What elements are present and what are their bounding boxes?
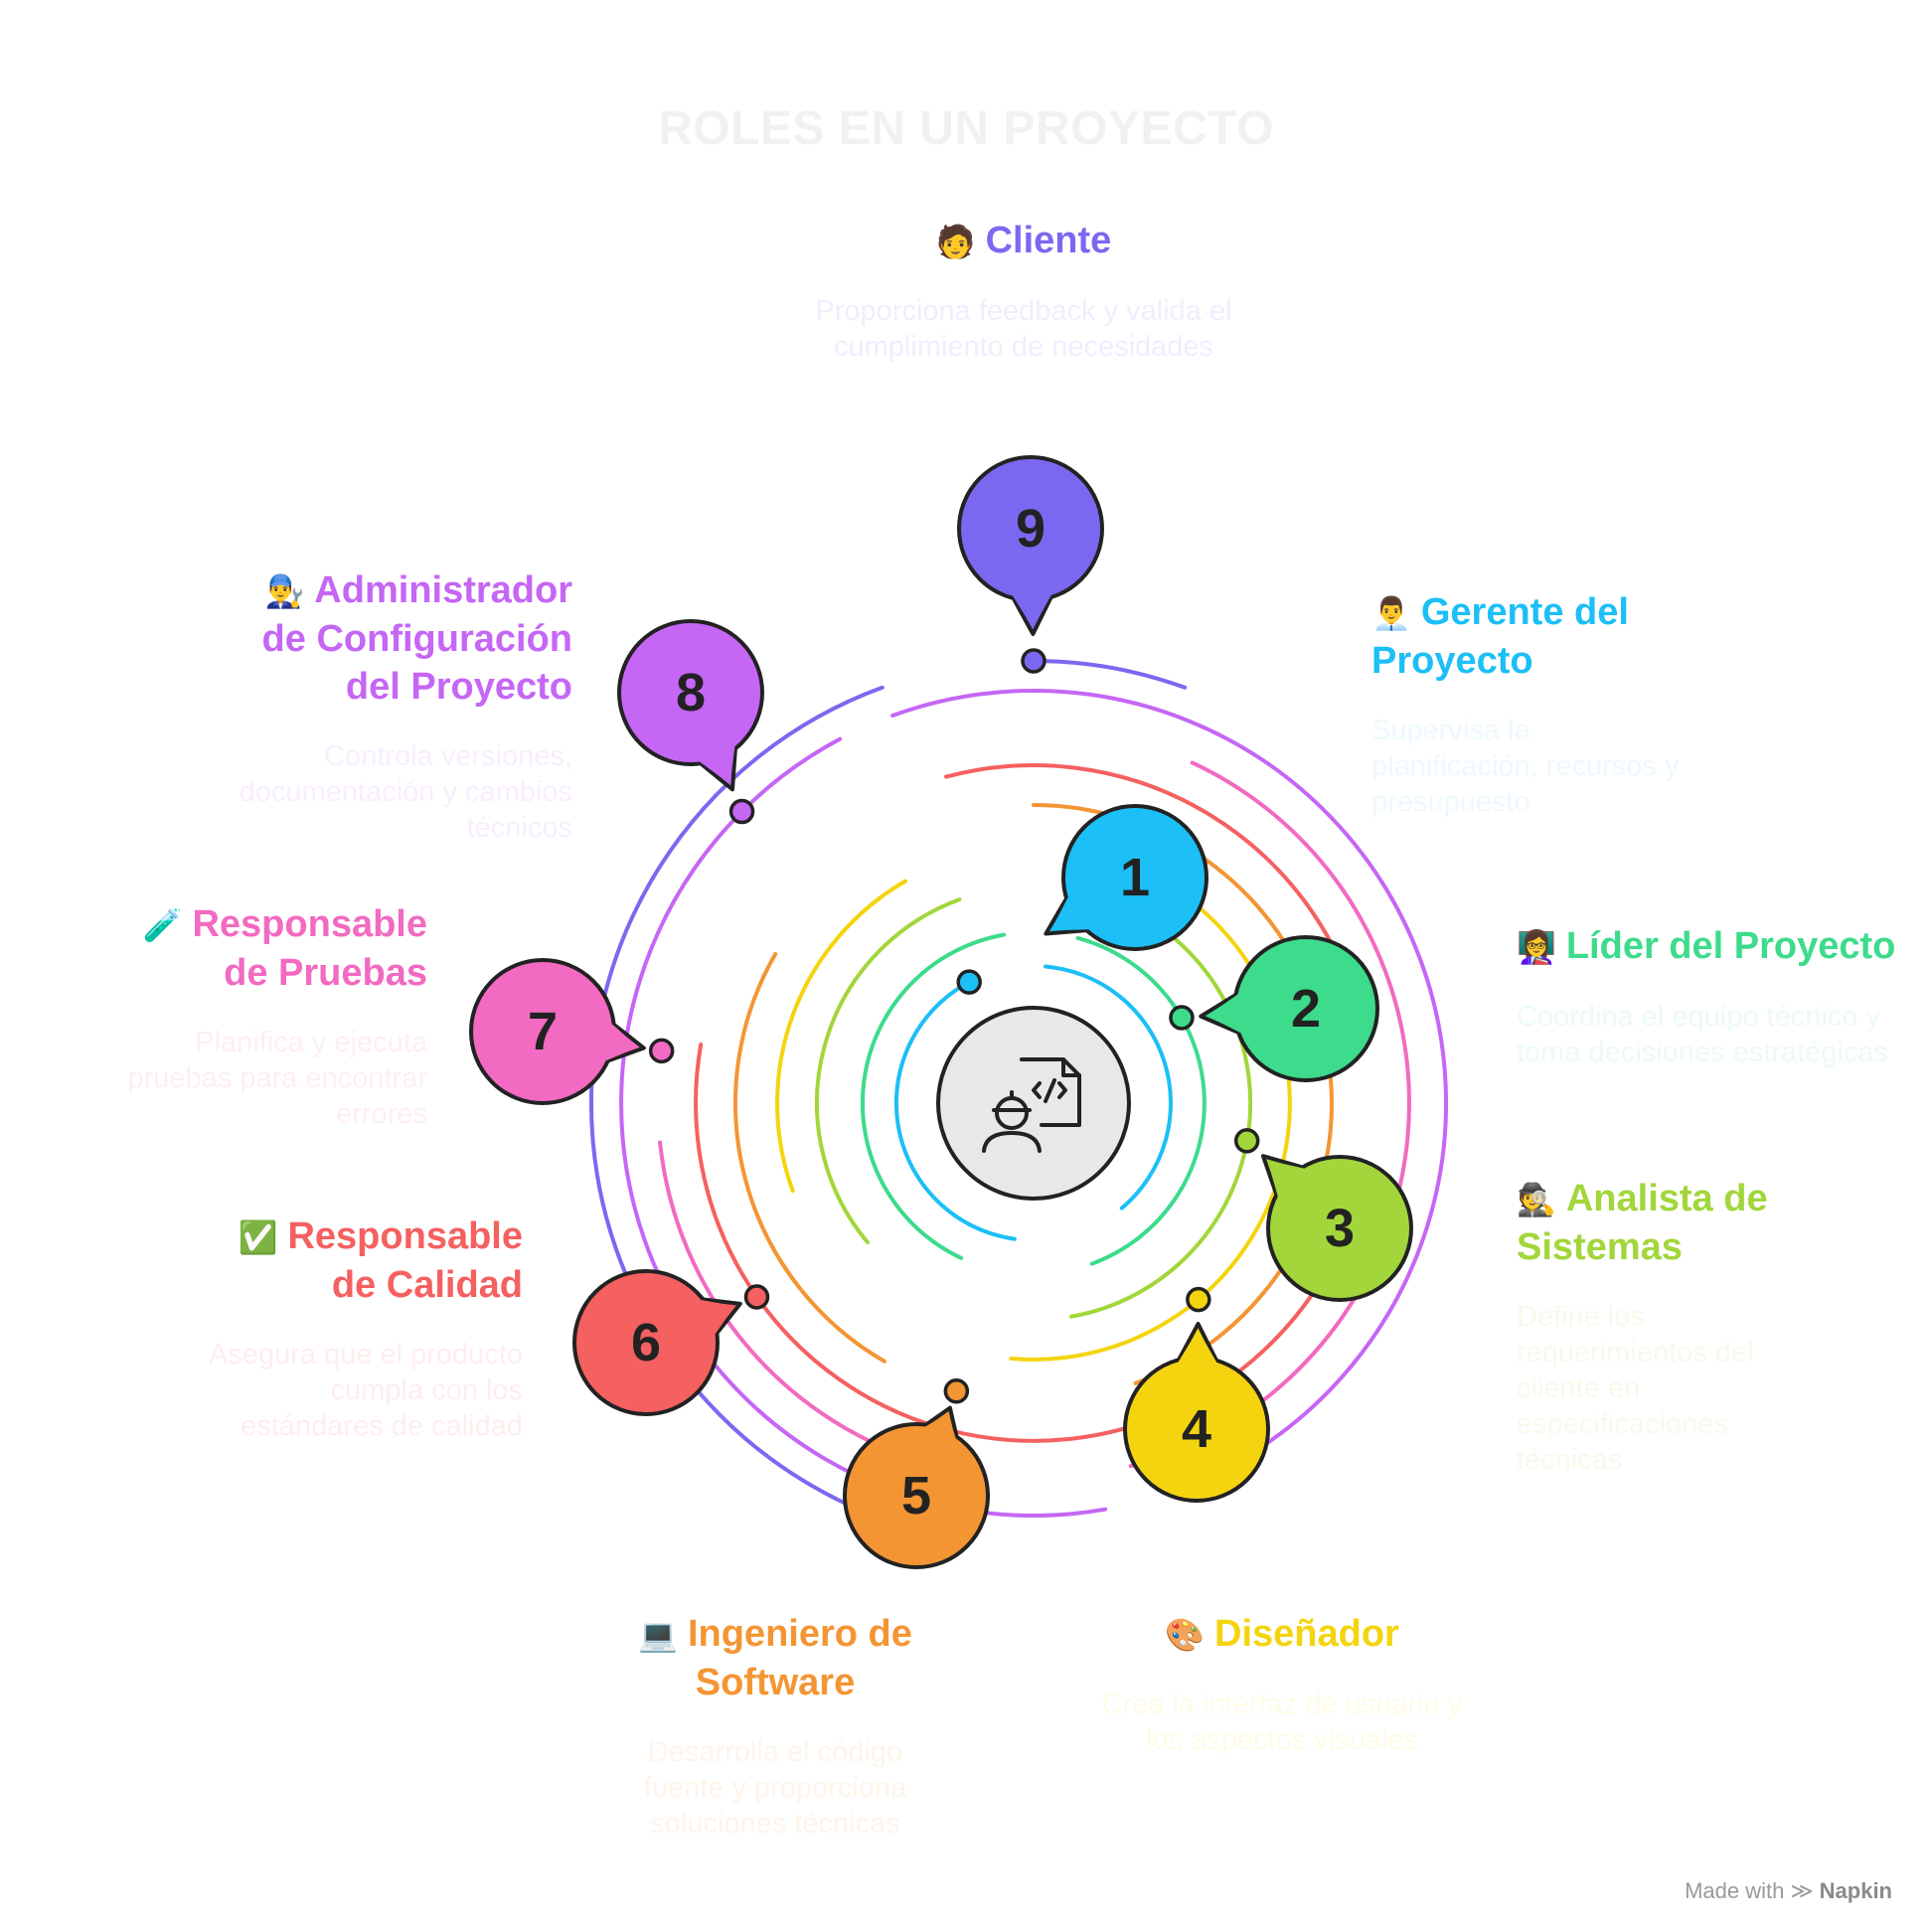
role-9-marker: 9 <box>957 455 1104 674</box>
ring-dot <box>1169 1005 1195 1031</box>
ring-dot <box>1233 1128 1260 1154</box>
detective-icon: 🕵️ <box>1517 1181 1556 1218</box>
role-number: 1 <box>1120 848 1150 907</box>
ring-arc-2-2 <box>860 932 1007 1260</box>
napkin-brand: Napkin <box>1819 1878 1892 1903</box>
ring-arc-4-2 <box>775 879 907 1194</box>
role-4-text: 🎨 Diseñador Crea la interfaz de usuario y… <box>1093 1610 1471 1758</box>
ring-arc-1-1 <box>1044 964 1173 1210</box>
ring-dot <box>956 969 982 995</box>
ring-arc-1-2 <box>893 976 1017 1241</box>
balloon-seam <box>689 733 737 784</box>
role-3-marker: 3 <box>1233 1128 1413 1302</box>
role-8-marker: 8 <box>617 619 764 825</box>
role-number: 5 <box>901 1466 931 1526</box>
role-7-title: 🧪 Responsable de Pruebas <box>142 903 427 994</box>
role-4-title: 🎨 Diseñador <box>1165 1613 1399 1655</box>
developer-icon <box>982 1057 1081 1153</box>
test-tube-icon: 🧪 <box>142 906 183 944</box>
role-5-marker: 5 <box>843 1378 990 1569</box>
role-3-description: Define los requerimientos del cliente en… <box>1517 1301 1754 1476</box>
role-8-text: 👨‍🔧 Administrador de Configuración del Pr… <box>239 566 572 846</box>
role-6-title: ✅ Responsable de Calidad <box>238 1215 523 1306</box>
role-7-marker: 7 <box>469 958 675 1105</box>
made-with-label: Made with <box>1685 1878 1785 1903</box>
ring-dot <box>1186 1286 1211 1313</box>
ring-arc-8-1 <box>890 689 1449 1463</box>
ring-dot <box>1021 648 1046 674</box>
role-1-description: Supervisa la planificación, recursos y p… <box>1371 715 1680 818</box>
balloon-seam <box>1050 885 1102 931</box>
role-9-title: 🧑 Cliente <box>935 220 1112 261</box>
mechanic-icon: 👨‍🔧 <box>264 572 305 610</box>
ring-arc-2-1 <box>1075 935 1207 1266</box>
napkin-logo-icon: ≫ <box>1790 1878 1814 1903</box>
person-icon: 🧑 <box>935 223 976 260</box>
role-5-text: 💻 Ingeniero de Software Desarrolla el cód… <box>626 1610 924 1842</box>
ring-dot <box>648 1038 675 1064</box>
ring-arc-9-1 <box>1032 658 1188 690</box>
number-balloon <box>1266 1155 1413 1302</box>
role-9-text: 🧑 Cliente Proporciona feedback y valida e… <box>815 217 1232 365</box>
role-7-description: Planifica y ejecuta pruebas para encontr… <box>127 1027 427 1130</box>
ring-arc-5-2 <box>733 952 886 1364</box>
number-balloon <box>1061 804 1208 951</box>
role-6-text: ✅ Responsable de Calidad Asegura que el p… <box>189 1212 523 1444</box>
manager-icon: 👨‍💼 <box>1371 594 1411 632</box>
role-1-marker: 1 <box>956 804 1208 995</box>
balloon-seam <box>1006 583 1058 628</box>
role-2-marker: 2 <box>1169 935 1379 1082</box>
role-1-text: 👨‍💼 Gerente del Proyecto Supervisa la pla… <box>1371 588 1690 820</box>
role-8-title: 👨‍🔧 Administrador de Configuración del Pr… <box>261 569 572 708</box>
role-1-title: 👨‍💼 Gerente del Proyecto <box>1371 591 1629 682</box>
number-balloon <box>843 1422 990 1569</box>
role-9-description: Proporciona feedback y valida el cumplim… <box>815 295 1232 363</box>
center-hub <box>936 1006 1131 1201</box>
page-title: ROLES EN UN PROYECTO <box>658 102 1274 155</box>
balloon-seam <box>687 1297 735 1346</box>
role-3-text: 🕵️ Analista de Sistemas Define los requer… <box>1517 1175 1815 1478</box>
role-7-text: 🧪 Responsable de Pruebas Planifica y ejec… <box>109 900 427 1132</box>
teacher-icon: 👩‍🏫 <box>1517 928 1556 966</box>
balloon-seam <box>1267 1160 1318 1209</box>
role-number: 9 <box>1016 499 1046 559</box>
role-4-marker: 4 <box>1123 1286 1270 1503</box>
role-number: 2 <box>1291 979 1321 1039</box>
role-8-description: Controla versiones, documentación y camb… <box>239 740 572 844</box>
role-number: 8 <box>676 663 706 723</box>
number-balloon <box>617 619 764 766</box>
ring-dot <box>743 1284 770 1310</box>
role-number: 7 <box>528 1002 558 1061</box>
balloon-seam <box>1171 1330 1223 1374</box>
role-6-marker: 6 <box>572 1269 770 1416</box>
ring-dot <box>943 1378 970 1404</box>
balloon-seam <box>911 1413 961 1454</box>
palette-icon: 🎨 <box>1165 1616 1205 1654</box>
role-markers: 1 2 3 4 5 6 7 8 9 <box>469 455 1413 1569</box>
role-4-description: Crea la interfaz de usuario y los aspect… <box>1101 1689 1463 1756</box>
ring-dot <box>728 798 755 825</box>
role-5-title: 💻 Ingeniero de Software <box>638 1613 912 1703</box>
check-mark-icon: ✅ <box>238 1218 278 1256</box>
balloon-seam <box>593 1015 638 1066</box>
balloon-seam <box>1207 987 1253 1039</box>
role-5-description: Desarrolla el código fuente y proporcion… <box>643 1736 907 1840</box>
role-2-description: Coordina el equipo técnico y toma decisi… <box>1517 1001 1888 1068</box>
laptop-icon: 💻 <box>638 1616 678 1654</box>
role-2-title: 👩‍🏫 Líder del Proyecto <box>1517 925 1896 967</box>
made-with-napkin: Made with ≫ Napkin <box>1685 1878 1892 1904</box>
role-number: 3 <box>1325 1199 1355 1258</box>
role-number: 4 <box>1182 1399 1211 1459</box>
role-2-text: 👩‍🏫 Líder del Proyecto Coordina el equipo… <box>1517 922 1914 1070</box>
ring-arc-3-1 <box>1068 897 1253 1319</box>
role-3-title: 🕵️ Analista de Sistemas <box>1517 1178 1768 1268</box>
number-balloon <box>572 1269 720 1416</box>
ring-arc-3-2 <box>815 897 962 1245</box>
role-number: 6 <box>631 1313 661 1372</box>
role-6-description: Asegura que el producto cumpla con los e… <box>209 1339 523 1442</box>
